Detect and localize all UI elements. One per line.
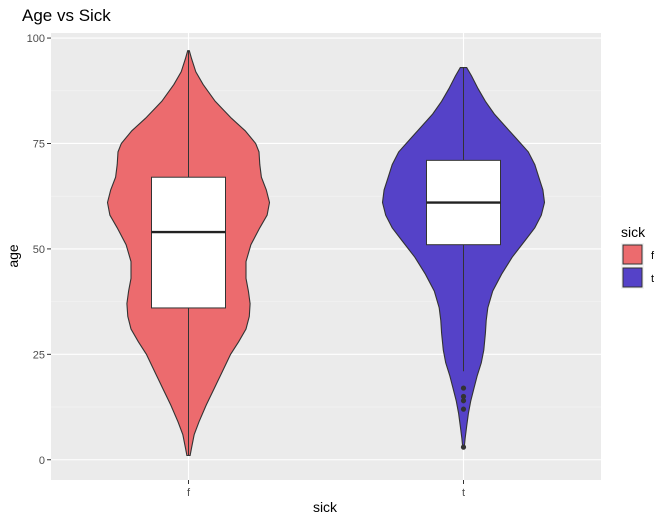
legend: sick ft: [621, 224, 655, 289]
violins: [106, 50, 546, 457]
box-f: [151, 176, 226, 309]
y-axis: 0 25 50 75 100: [27, 33, 51, 467]
y-tick-label: 50: [33, 244, 45, 256]
legend-label-f: f: [651, 250, 655, 262]
outlier-point: [460, 385, 467, 391]
outlier-point: [460, 398, 467, 404]
x-axis-title: sick: [313, 499, 338, 515]
y-tick-label: 0: [39, 455, 45, 467]
legend-label-t: t: [651, 273, 654, 285]
outlier-point: [460, 444, 467, 450]
violin-group-t: [381, 67, 546, 450]
y-tick-label: 75: [33, 138, 45, 150]
legend-key-t: [622, 267, 643, 288]
y-axis-title: age: [5, 244, 21, 268]
y-tick-label: 25: [33, 349, 45, 361]
x-tick-label: t: [462, 487, 465, 499]
outlier-point: [460, 406, 467, 412]
legend-key-f: [622, 244, 643, 265]
x-tick-label: f: [187, 487, 191, 499]
legend-title: sick: [621, 224, 646, 240]
chart-title: Age vs Sick: [22, 6, 111, 25]
outlier-point: [460, 393, 467, 400]
violin-group-f: [106, 50, 271, 457]
y-tick-label: 100: [27, 33, 45, 45]
